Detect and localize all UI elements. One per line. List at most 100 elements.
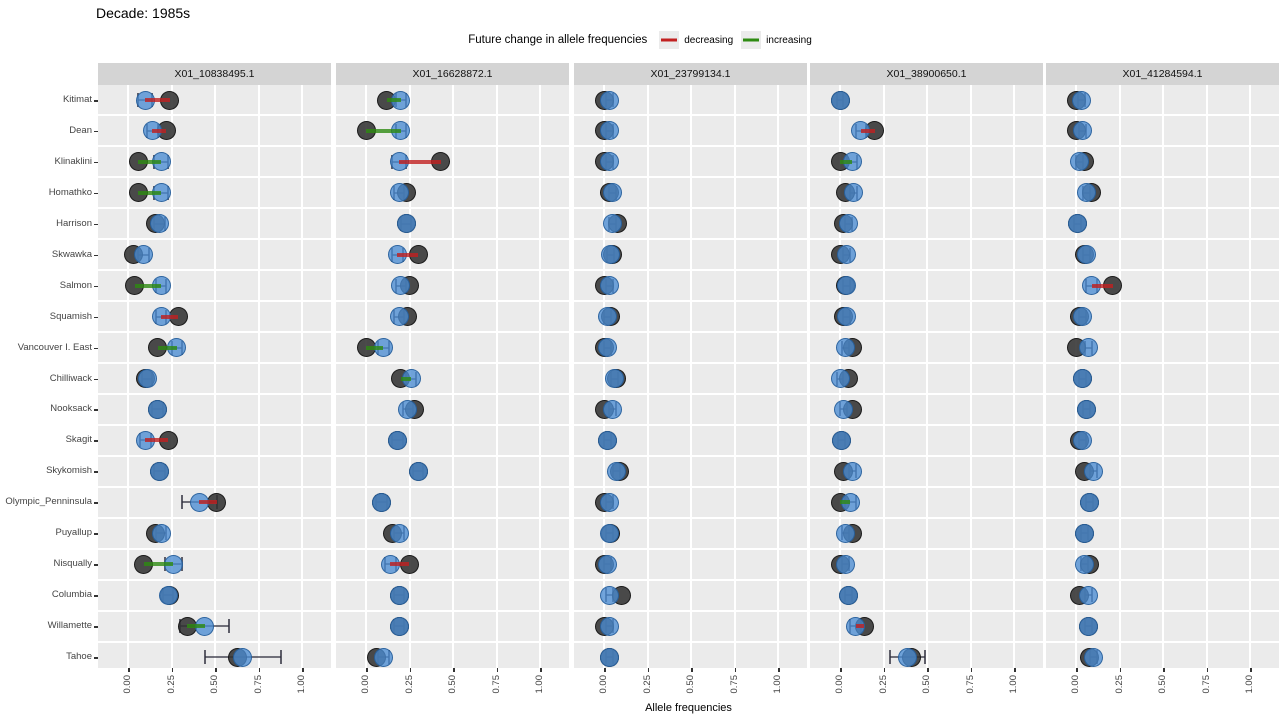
gridline-horizontal	[336, 300, 569, 303]
future-point	[599, 492, 619, 512]
future-point	[149, 214, 169, 234]
future-point	[148, 399, 168, 419]
x-tick-mark	[1250, 668, 1252, 672]
gridline-horizontal	[810, 578, 1043, 581]
future-point	[1071, 90, 1091, 110]
gridline-vertical	[690, 85, 692, 668]
future-point	[389, 523, 409, 543]
gridline-vertical	[257, 85, 260, 668]
x-tick-mark	[215, 668, 217, 672]
gridline-horizontal	[336, 454, 569, 457]
x-tick-mark	[302, 668, 304, 672]
future-point	[837, 245, 857, 265]
facet-strip: X01_23799134.1	[574, 63, 807, 85]
gridline-vertical	[646, 85, 649, 668]
future-point	[1073, 307, 1093, 327]
y-tick-mark	[94, 471, 98, 473]
x-tick-mark	[927, 668, 929, 672]
gridline-horizontal	[810, 516, 1043, 519]
increasing-segment	[400, 376, 412, 381]
gridline-horizontal	[574, 207, 807, 210]
x-tick-label: 0.50	[685, 675, 696, 694]
gridline-horizontal	[1046, 269, 1279, 272]
decreasing-segment	[199, 500, 217, 505]
y-axis-label: Tahoe	[66, 651, 92, 662]
y-tick-mark	[94, 100, 98, 102]
x-tick-label: 0.75	[252, 675, 264, 694]
plot-title: Decade: 1985s	[96, 5, 191, 21]
future-point	[391, 276, 411, 296]
increasing-segment	[187, 624, 205, 629]
gridline-horizontal	[98, 300, 331, 303]
gridline-horizontal	[810, 238, 1043, 241]
future-point	[597, 307, 617, 327]
gridline-vertical	[926, 85, 928, 668]
future-point	[830, 90, 850, 110]
increasing-segment	[157, 345, 177, 350]
future-point	[830, 369, 850, 388]
gridline-vertical	[301, 85, 303, 668]
gridline-horizontal	[1046, 331, 1279, 334]
x-tick-mark	[1119, 668, 1121, 672]
legend: Future change in allele frequencies decr…	[0, 29, 1280, 51]
gridline-horizontal	[1046, 640, 1279, 643]
x-tick-mark	[647, 668, 649, 672]
x-tick-mark	[778, 668, 780, 672]
gridline-vertical	[452, 85, 454, 668]
gridline-horizontal	[336, 578, 569, 581]
future-point	[1068, 214, 1088, 234]
gridline-horizontal	[336, 269, 569, 272]
y-axis-label: Nisqually	[53, 558, 92, 570]
x-tick-mark	[496, 668, 498, 672]
y-tick-mark	[94, 409, 98, 411]
y-tick-mark	[94, 626, 98, 628]
gridline-horizontal	[810, 331, 1043, 334]
gridline-horizontal	[1046, 207, 1279, 210]
future-point	[833, 399, 853, 419]
x-tick-mark	[453, 668, 455, 672]
future-point	[603, 183, 623, 203]
future-point	[1078, 338, 1098, 358]
x-axis-title: Allele frequencies	[645, 702, 732, 714]
gridline-vertical	[214, 85, 216, 668]
y-tick-mark	[94, 192, 98, 195]
gridline-horizontal	[574, 485, 807, 488]
y-axis-label: Klinaklini	[54, 155, 93, 167]
gridline-horizontal	[1046, 114, 1279, 117]
x-tick-label: 0.00	[598, 675, 609, 694]
y-axis-label: Olympic_Penninsula	[5, 496, 92, 508]
future-point	[1078, 616, 1098, 636]
future-point	[599, 616, 619, 636]
gridline-horizontal	[1046, 485, 1279, 488]
gridline-horizontal	[574, 454, 807, 457]
gridline-horizontal	[574, 609, 807, 612]
legend-item-label: increasing	[766, 34, 812, 46]
gridline-horizontal	[98, 145, 331, 148]
future-point	[1076, 245, 1096, 265]
gridline-horizontal	[1046, 392, 1279, 395]
future-point	[835, 523, 855, 543]
increasing-segment	[840, 500, 851, 505]
decreasing-segment	[1091, 283, 1113, 288]
legend-key-swatch	[659, 31, 680, 49]
future-point	[599, 276, 619, 296]
gridline-horizontal	[810, 207, 1043, 210]
increasing-segment	[134, 283, 162, 288]
x-tick-mark	[128, 668, 130, 672]
gridline-vertical	[495, 85, 498, 668]
gridline-horizontal	[810, 547, 1043, 550]
facet-strip: X01_10838495.1	[98, 63, 331, 85]
y-axis-label: Nooksack	[50, 403, 92, 415]
decreasing-segment	[145, 438, 168, 443]
future-point	[372, 492, 392, 512]
gridline-horizontal	[98, 114, 331, 117]
future-point	[233, 647, 253, 667]
y-tick-mark	[94, 254, 98, 257]
y-axis-label: Skwawka	[51, 248, 92, 260]
x-tick-label: 0.25	[1113, 675, 1125, 694]
gridline-horizontal	[336, 176, 569, 179]
x-tick-label: 0.25	[877, 675, 889, 694]
x-tick-mark	[883, 668, 885, 672]
decreasing-segment	[390, 562, 410, 567]
increasing-segment	[138, 159, 162, 164]
